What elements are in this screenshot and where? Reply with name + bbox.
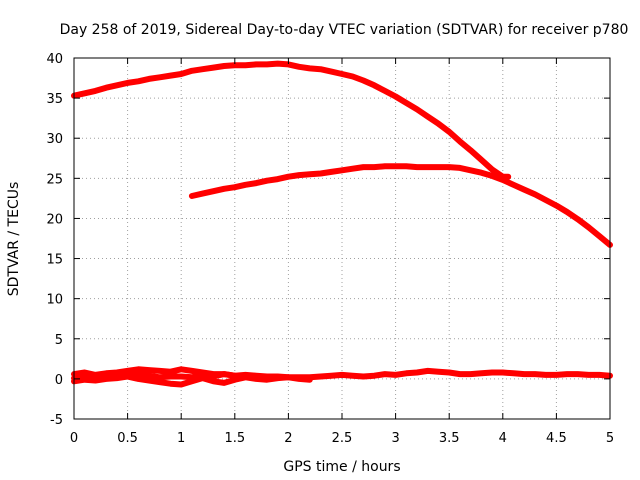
x-tick-label: 1.5 [224, 431, 245, 446]
x-tick-label: 3 [391, 431, 399, 446]
x-tick-label: 1 [177, 431, 185, 446]
x-tick-label: 3.5 [439, 431, 460, 446]
grid [74, 58, 610, 419]
y-tick-label: 0 [55, 373, 63, 388]
x-tick-label: 2.5 [332, 431, 353, 446]
y-tick-label: 40 [46, 52, 63, 67]
y-axis-title: SDTVAR / TECUs [6, 182, 22, 297]
y-tick-label: 20 [46, 212, 63, 227]
x-tick-label: 4 [499, 431, 507, 446]
x-tick-labels: 0 0.5 1 1.5 2 2.5 3 3.5 4 4.5 5 [70, 431, 614, 446]
x-tick-label: 0 [70, 431, 78, 446]
y-tick-label: -5 [50, 413, 63, 428]
series-line-satellite-arc-1 [71, 60, 512, 180]
x-tick-label: 4.5 [546, 431, 567, 446]
x-tick-label: 0.5 [117, 431, 138, 446]
series-line-satellite-arc-2 [188, 163, 613, 248]
y-tick-label: 10 [46, 293, 63, 308]
y-tick-label: 15 [46, 253, 63, 268]
ticks [73, 57, 611, 420]
y-tick-labels: -5 0 5 10 15 20 25 30 35 40 [46, 52, 63, 428]
x-tick-label: 2 [284, 431, 292, 446]
y-tick-label: 25 [46, 172, 63, 187]
y-tick-label: 30 [46, 132, 63, 147]
y-tick-label: 5 [55, 333, 63, 348]
chart-title: Day 258 of 2019, Sidereal Day-to-day VTE… [60, 22, 629, 38]
x-tick-label: 5 [606, 431, 614, 446]
series-line-satellite-arc-3 [71, 366, 613, 381]
x-axis-title: GPS time / hours [283, 459, 400, 475]
series-group [71, 60, 613, 388]
y-tick-label: 35 [46, 92, 63, 107]
series-line-satellite-arc-5 [71, 371, 238, 382]
